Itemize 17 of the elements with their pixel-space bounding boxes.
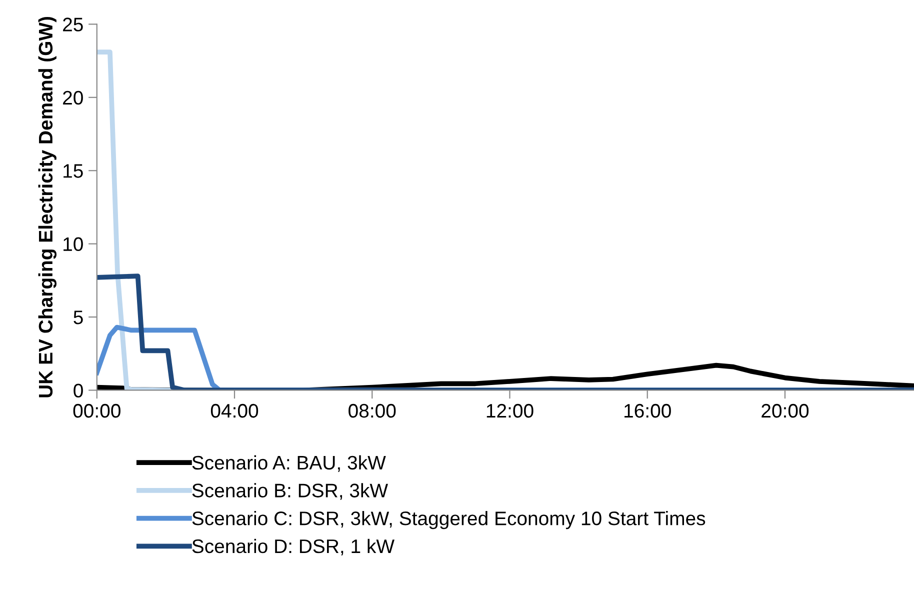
x-tick-label: 20:00 — [762, 404, 809, 418]
x-tick-label: 08:00 — [348, 404, 396, 418]
x-tick-label: 12:00 — [486, 404, 534, 418]
legend-label: Scenario C: DSR, 3kW, Staggered Economy 10 Start Times — [192, 511, 706, 530]
legend-label: Scenario A: BAU, 3kW — [192, 455, 386, 472]
y-tick-label: 5 — [74, 310, 83, 324]
x-tick-label: 04:00 — [210, 404, 258, 418]
y-axis-title: UK EV Charging Electricity Demand (GW) — [38, 16, 57, 398]
x-tick-label: 16:00 — [624, 404, 671, 418]
y-tick-label: 15 — [64, 164, 83, 178]
y-tick-label: 25 — [63, 18, 83, 32]
x-tick-label: 00:00 — [73, 404, 120, 418]
legend-label: Scenario D: DSR, 1 kW — [192, 538, 394, 556]
legend-label: Scenario B: DSR, 3kW — [192, 483, 388, 500]
y-tick-label: 10 — [64, 237, 83, 252]
y-tick-label: 0 — [74, 384, 83, 398]
y-tick-label: 20 — [63, 90, 83, 105]
